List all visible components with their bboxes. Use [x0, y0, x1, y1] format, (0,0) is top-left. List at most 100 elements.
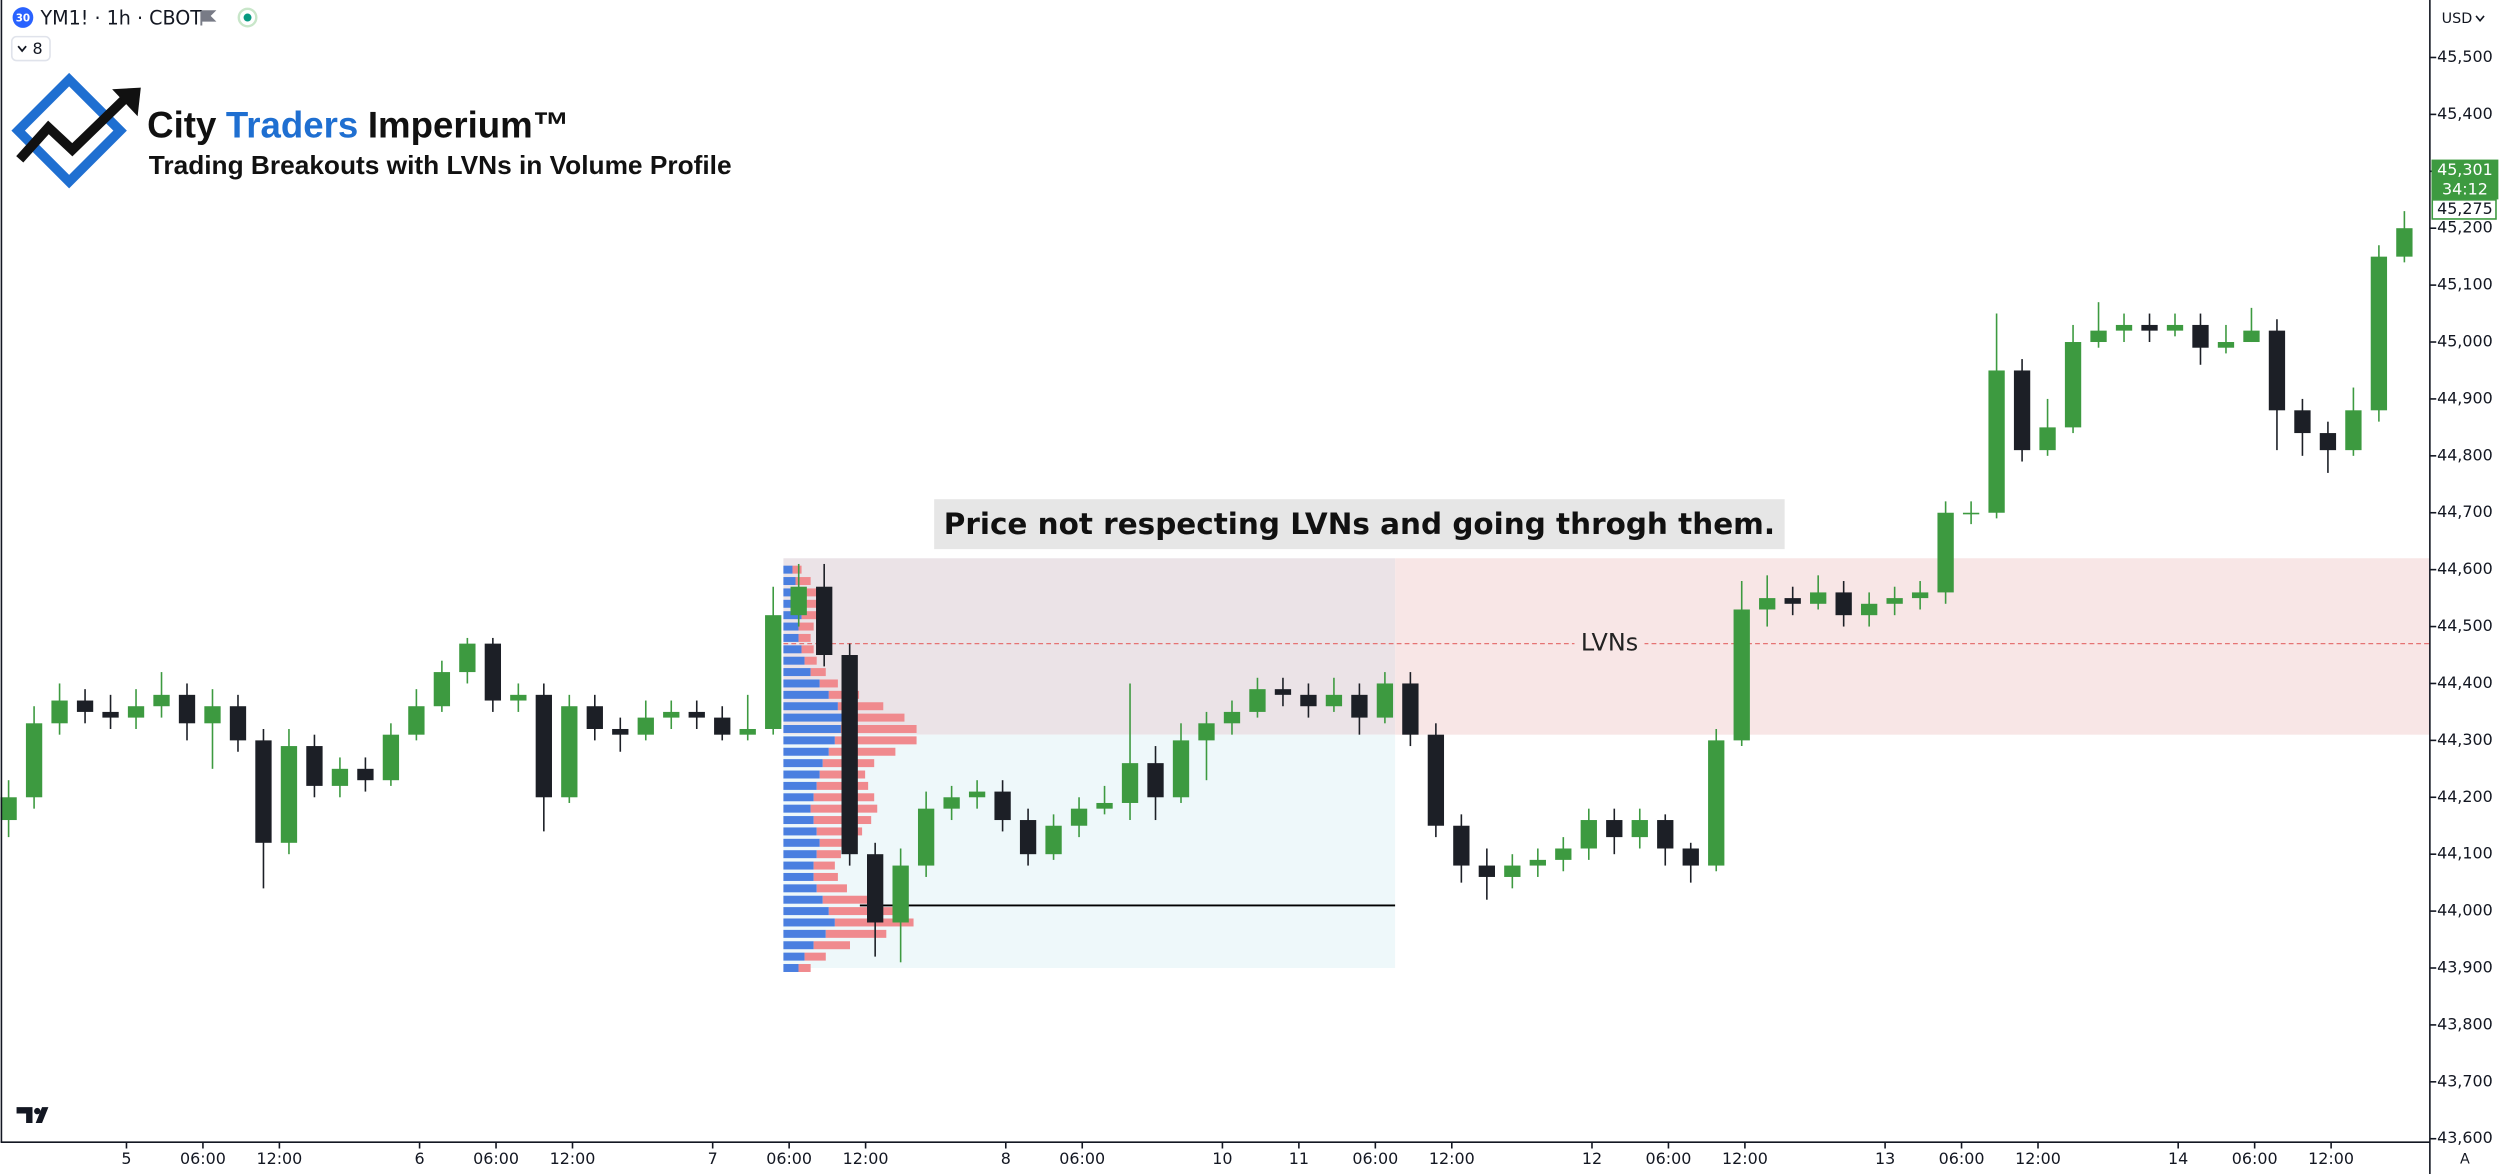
candle-body [331, 768, 349, 786]
currency[interactable]: USD [2442, 11, 2473, 27]
x-tick-label: 12:00 [1722, 1149, 1768, 1168]
candle-body [255, 740, 272, 843]
zone-profile-upper [783, 558, 1396, 735]
candle-body [2396, 228, 2413, 257]
y-tick-label: 44,900 [2437, 388, 2493, 407]
profile-up-bar [783, 736, 835, 745]
profile-down-bar [828, 907, 896, 916]
y-tick-label: 44,200 [2437, 787, 2493, 806]
profile-up-bar [783, 622, 799, 631]
candle-body [943, 797, 960, 809]
x-tick-label: 11 [1289, 1149, 1309, 1168]
y-tick-label: 43,600 [2437, 1128, 2493, 1147]
candle-body [1096, 802, 1113, 809]
profile-up-bar [783, 656, 805, 665]
logo-title: City Traders Imperium™ [147, 104, 569, 145]
profile-down-bar [825, 929, 887, 938]
profile-up-bar [783, 713, 844, 722]
candle-body [2243, 330, 2260, 343]
x-tick-label: 12:00 [256, 1149, 302, 1168]
symbol-title[interactable]: YM1! · 1h · CBOT [39, 7, 202, 30]
candle-body [1708, 740, 1725, 866]
profile-up-bar [783, 952, 805, 961]
profile-up-bar [783, 577, 796, 586]
profile-down-bar [792, 565, 802, 574]
profile-down-bar [819, 838, 854, 847]
candle-body [408, 706, 425, 735]
logo-part: Imperium™ [368, 104, 569, 145]
profile-up-bar [783, 725, 841, 733]
scale-mode[interactable]: A [2460, 1152, 2470, 1168]
profile-down-bar [822, 895, 875, 904]
candle-body [1376, 683, 1394, 718]
candle-body [1325, 694, 1343, 707]
profile-down-bar [813, 872, 838, 881]
y-tick-label: 44,100 [2437, 844, 2493, 863]
candle-body [127, 706, 145, 718]
candle-body [178, 694, 196, 724]
candle-body [1606, 820, 1623, 838]
candle-body [2013, 370, 2031, 451]
profile-up-bar [783, 645, 802, 654]
x-tick-label: 6 [415, 1149, 425, 1168]
logo-arrow [16, 95, 129, 163]
candle-body [586, 706, 603, 729]
candle-body [2268, 330, 2286, 411]
profile-down-bar [801, 588, 826, 597]
candle-body [1810, 592, 1827, 604]
candle-body [2217, 342, 2235, 348]
candle-body [2294, 410, 2311, 434]
text-layer: LVNs Price not respecting LVNs and going … [934, 499, 1785, 657]
profile-up-bar [783, 907, 829, 916]
last-price-tag [2431, 159, 2499, 200]
candle-body [1784, 598, 1801, 604]
profile-up-bar [783, 633, 799, 642]
candle-body [867, 854, 884, 923]
candle-body [535, 694, 552, 798]
candle-body [1478, 865, 1496, 877]
x-tick-label: 06:00 [1352, 1149, 1398, 1168]
candle-body [561, 706, 578, 798]
candle-body [892, 865, 909, 923]
x-tick-label: 7 [708, 1149, 718, 1168]
x-tick-label: 12:00 [550, 1149, 596, 1168]
currency-chevron[interactable] [2475, 15, 2485, 22]
y-tick-label: 43,900 [2437, 958, 2493, 977]
chevron-icon[interactable] [17, 45, 27, 53]
candle-body [484, 643, 502, 701]
profile-down-bar [819, 679, 838, 688]
candle-body [1402, 683, 1419, 735]
flag-icon[interactable] [200, 10, 217, 26]
indicator-toggle[interactable] [10, 35, 51, 62]
y-tick-label: 43,700 [2437, 1071, 2493, 1090]
x-tick-label: 06:00 [766, 1149, 812, 1168]
y-tick-label: 45,500 [2437, 47, 2493, 66]
x-tick-label: 06:00 [473, 1149, 519, 1168]
profile-up-bar [783, 679, 820, 688]
ref-price-tag [2431, 199, 2497, 220]
candle-body [2039, 427, 2056, 451]
profile-up-bar [783, 759, 823, 768]
candle-body [1427, 734, 1445, 826]
candle-body [2345, 410, 2362, 451]
candle-body [1988, 370, 2005, 513]
x-tick-label: 10 [1212, 1149, 1232, 1168]
profile-down-bar [840, 725, 917, 733]
profile-up-bar [783, 838, 820, 847]
x-tick-label: 12:00 [2308, 1149, 2354, 1168]
x-tick-label: 12:00 [2015, 1149, 2061, 1168]
candle-body [1937, 512, 1954, 593]
candle-body [1172, 740, 1190, 798]
zone-profile-lower [783, 734, 1396, 969]
candle-body [1555, 848, 1572, 860]
candle-body [1860, 603, 1878, 616]
lvn-label: LVNs [1581, 629, 1638, 657]
profile-down-bar [813, 861, 835, 870]
candle-body [2064, 342, 2082, 428]
profile-down-bar [837, 702, 884, 711]
logo-part: City [147, 104, 217, 145]
profile-down-bar [798, 964, 811, 972]
candle-body [1300, 694, 1317, 707]
profile-down-bar [804, 656, 817, 665]
